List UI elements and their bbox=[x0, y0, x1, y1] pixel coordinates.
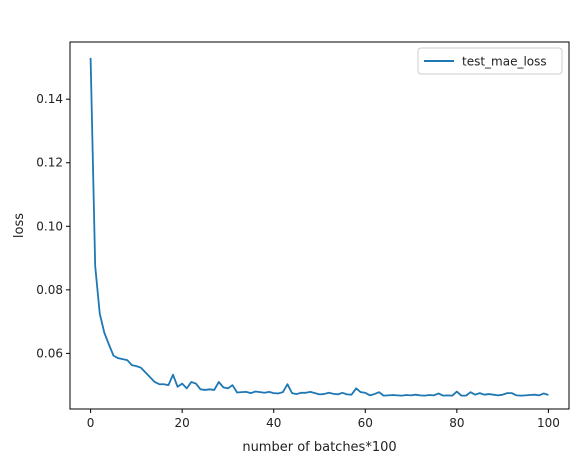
x-tick-label: 60 bbox=[358, 416, 373, 430]
x-axis-title: number of batches*100 bbox=[242, 440, 396, 455]
series-line-test_mae_loss bbox=[89, 57, 549, 397]
legend: test_mae_loss bbox=[417, 47, 563, 75]
y-tick-label: 0.08 bbox=[36, 283, 63, 297]
y-tick-label: 0.06 bbox=[36, 346, 63, 360]
x-tick-label: 20 bbox=[175, 416, 190, 430]
series-layer bbox=[89, 57, 549, 397]
x-tick-label: 0 bbox=[87, 416, 95, 430]
x-tick-label: 40 bbox=[266, 416, 281, 430]
x-axis-ticks: 0 20 40 60 80 100 bbox=[87, 409, 560, 430]
x-tick-label: 80 bbox=[449, 416, 464, 430]
plot-frame bbox=[69, 41, 570, 410]
x-tick-label: 100 bbox=[537, 416, 560, 430]
y-axis-title: loss bbox=[12, 213, 27, 238]
y-tick-label: 0.12 bbox=[36, 156, 63, 170]
y-tick-label: 0.10 bbox=[36, 219, 63, 233]
legend-box bbox=[417, 47, 563, 75]
y-tick-label: 0.14 bbox=[36, 92, 63, 106]
legend-label: test_mae_loss bbox=[462, 55, 547, 69]
plot-background bbox=[70, 42, 569, 409]
y-axis-ticks: 0.06 0.08 0.10 0.12 0.14 bbox=[36, 92, 70, 360]
